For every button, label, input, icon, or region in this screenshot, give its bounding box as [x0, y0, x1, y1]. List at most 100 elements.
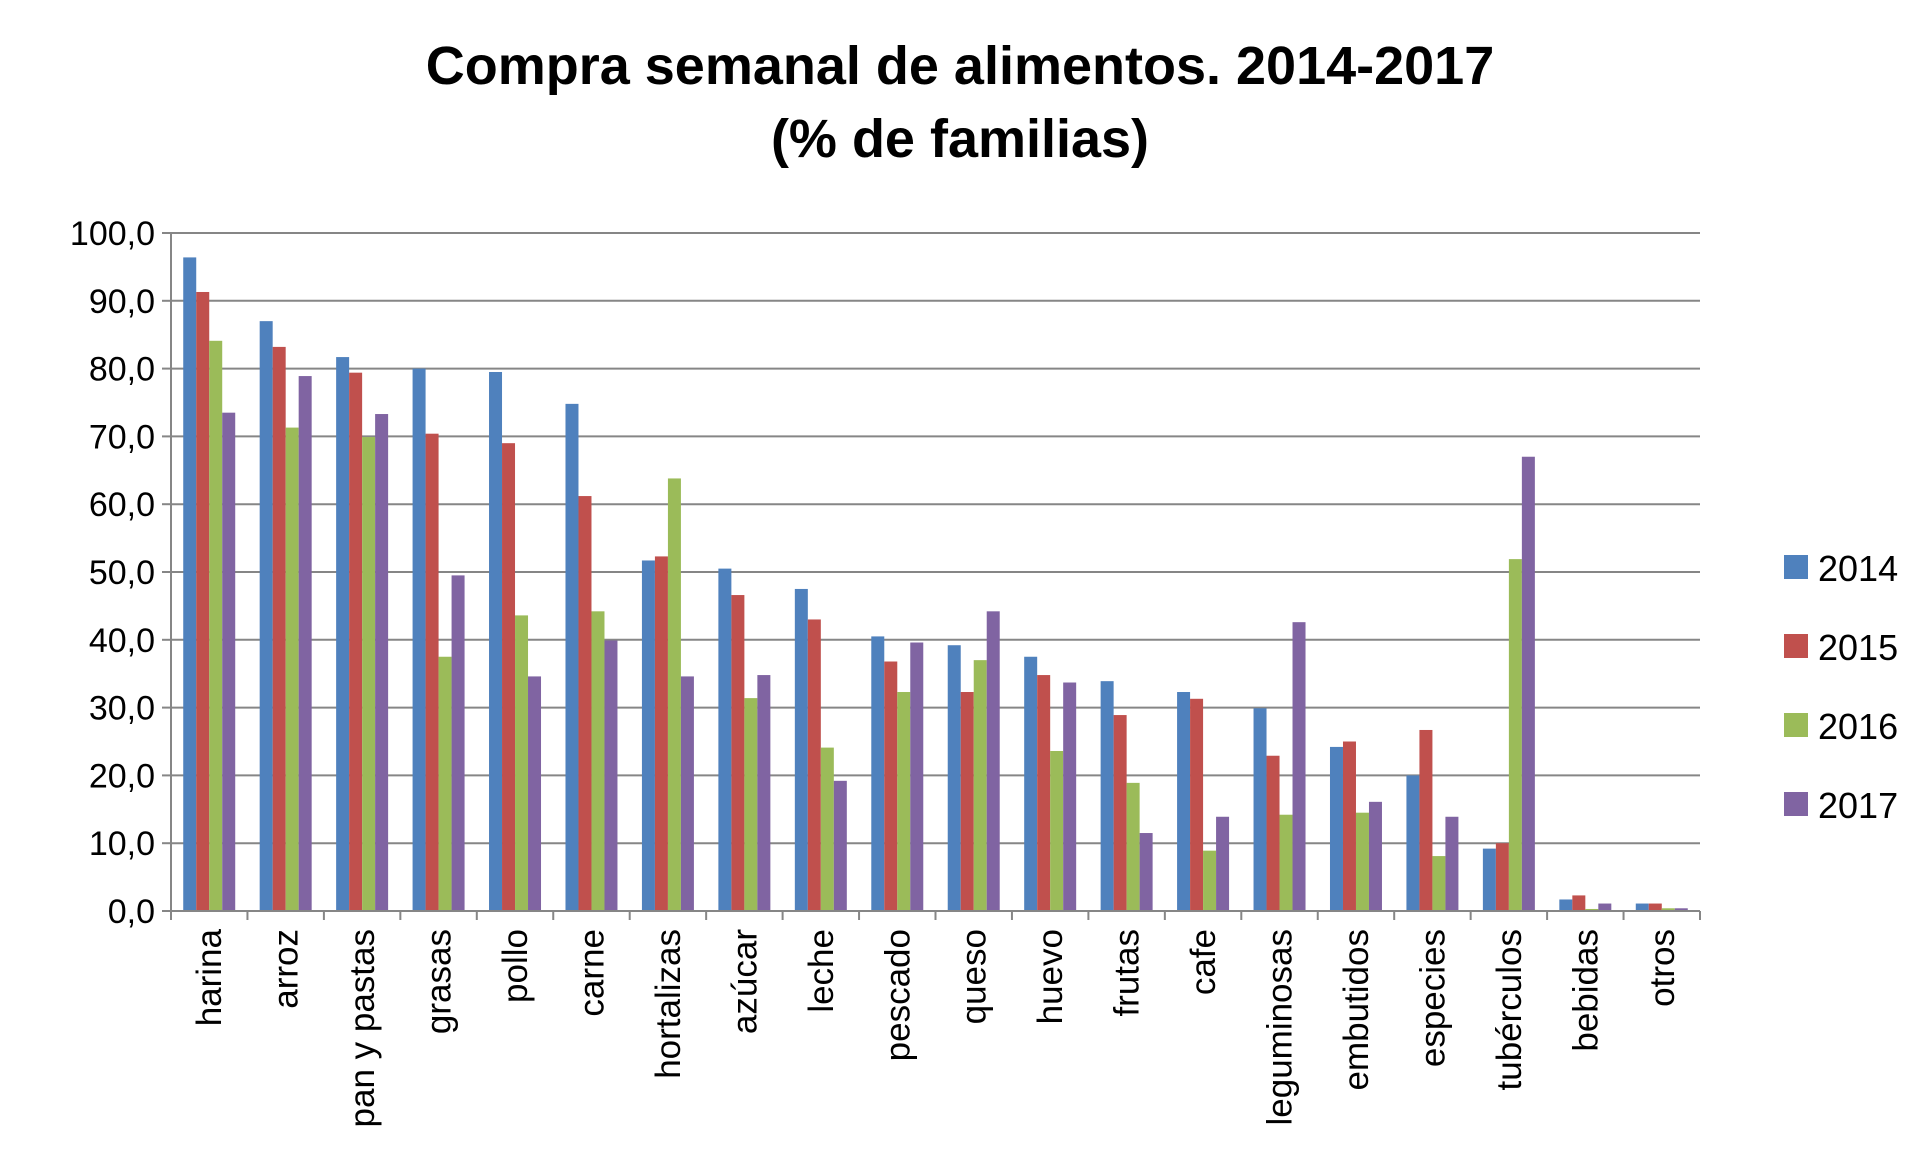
- x-category-label: harina: [190, 928, 229, 1026]
- bar-2015-especies: [1419, 729, 1433, 911]
- bar-2017-leguminosas: [1292, 622, 1306, 911]
- bar-2017-leche: [833, 780, 847, 911]
- bar-2016-huevo: [1050, 750, 1064, 911]
- axes: [162, 232, 1701, 920]
- x-category-label: queso: [955, 929, 994, 1024]
- bar-2015-bebidas: [1572, 895, 1586, 911]
- bar-2016-leguminosas: [1279, 814, 1293, 911]
- bar-2014-grasas: [412, 368, 426, 912]
- y-tick-label: 70,0: [89, 418, 155, 456]
- bar-2016-bebidas: [1585, 908, 1599, 911]
- y-tick-label: 100,0: [70, 215, 155, 253]
- bar-2014-leche: [794, 588, 808, 911]
- bar-2016-pan-y-pastas: [362, 437, 376, 911]
- y-tick-label: 50,0: [89, 554, 155, 592]
- x-category-label: bebidas: [1566, 929, 1605, 1052]
- legend-label-2015: 2015: [1818, 627, 1898, 668]
- bar-2017-pan-y-pastas: [375, 414, 389, 911]
- x-axis-category-labels: harina arroz pan y pastas grasas pollo carne h…: [190, 928, 1682, 1127]
- bar-2015-frutas: [1113, 715, 1127, 911]
- legend-swatch-2015: [1784, 634, 1808, 658]
- bar-2016-hortalizas: [667, 478, 681, 911]
- y-tick-label: 80,0: [89, 351, 155, 389]
- bar-2015-hortalizas: [654, 556, 668, 911]
- legend-swatch-2014: [1784, 555, 1808, 579]
- bars: [183, 257, 1688, 912]
- y-tick-label: 90,0: [89, 283, 155, 321]
- bar-2014-azúcar: [718, 568, 732, 911]
- bar-2017-hortalizas: [680, 676, 694, 911]
- bar-2016-embutidos: [1355, 812, 1369, 911]
- bar-2016-otros: [1661, 908, 1675, 911]
- gridlines: [171, 232, 1700, 845]
- bar-2015-pan-y-pastas: [349, 372, 363, 911]
- bar-2014-especies: [1406, 775, 1420, 911]
- legend-label-2017: 2017: [1818, 785, 1898, 826]
- y-tick-label: 60,0: [89, 486, 155, 524]
- bar-2017-embutidos: [1368, 801, 1382, 911]
- bar-2016-cafe: [1203, 850, 1217, 911]
- x-category-label: tubérculos: [1490, 929, 1529, 1090]
- bar-2014-cafe: [1177, 692, 1191, 911]
- x-category-label: hortalizas: [649, 929, 688, 1079]
- bar-2016-especies: [1432, 856, 1446, 911]
- bar-2014-embutidos: [1329, 746, 1343, 911]
- bar-2014-pescado: [871, 636, 885, 911]
- bar-2015-huevo: [1037, 675, 1051, 911]
- bar-2017-bebidas: [1598, 903, 1612, 911]
- x-category-label: leche: [802, 929, 841, 1013]
- bar-2017-arroz: [298, 376, 312, 911]
- x-category-label: carne: [572, 929, 611, 1017]
- x-category-label: pollo: [496, 929, 535, 1003]
- x-category-label: cafe: [1184, 929, 1223, 995]
- x-category-label: otros: [1643, 929, 1682, 1007]
- x-category-label: embutidos: [1337, 929, 1376, 1090]
- bar-2015-embutidos: [1342, 741, 1356, 911]
- x-category-label: grasas: [420, 929, 459, 1034]
- x-category-label: huevo: [1031, 929, 1070, 1024]
- bar-2016-frutas: [1126, 782, 1140, 911]
- bar-2016-leche: [820, 747, 834, 911]
- bar-2014-otros: [1635, 903, 1649, 911]
- bar-2016-pollo: [515, 615, 529, 911]
- y-tick-label: 0,0: [108, 893, 155, 931]
- bar-2014-harina: [183, 257, 197, 911]
- legend-swatch-2017: [1784, 792, 1808, 816]
- bar-2015-pollo: [502, 443, 516, 911]
- bar-2017-tubérculos: [1521, 456, 1535, 911]
- bar-2016-queso: [973, 660, 987, 911]
- bar-2014-hortalizas: [641, 560, 655, 911]
- bar-2014-tubérculos: [1482, 848, 1496, 911]
- legend: 2014 2015 2016 2017: [1784, 548, 1898, 826]
- bar-2017-queso: [986, 611, 1000, 911]
- y-axis-tick-labels: 0,0 10,0 20,0 30,0 40,0 50,0 60,0 70,0 80,0 90,0 1…: [70, 215, 155, 931]
- bar-2014-pollo: [489, 371, 503, 911]
- bar-2015-cafe: [1190, 698, 1204, 911]
- bar-2017-frutas: [1139, 833, 1153, 911]
- x-category-label: especies: [1413, 929, 1452, 1067]
- bar-2014-huevo: [1024, 656, 1038, 911]
- bar-2015-queso: [960, 692, 974, 911]
- bar-2016-azúcar: [744, 698, 758, 911]
- y-tick-label: 10,0: [89, 825, 155, 863]
- bar-2016-arroz: [285, 427, 299, 911]
- x-category-label: leguminosas: [1261, 929, 1300, 1126]
- x-category-label: azúcar: [725, 929, 764, 1034]
- bar-2014-leguminosas: [1253, 708, 1267, 911]
- bar-2015-arroz: [272, 346, 286, 911]
- x-category-label: frutas: [1108, 929, 1147, 1017]
- y-tick-label: 40,0: [89, 622, 155, 660]
- bar-2017-pescado: [910, 642, 924, 911]
- bar-2017-carne: [604, 640, 618, 911]
- legend-label-2016: 2016: [1818, 706, 1898, 747]
- x-category-label: pan y pastas: [343, 929, 382, 1127]
- bar-2017-azúcar: [757, 675, 771, 911]
- bar-2016-harina: [209, 340, 223, 911]
- bar-2014-queso: [947, 645, 961, 911]
- legend-swatch-2016: [1784, 713, 1808, 737]
- bar-2017-otros: [1674, 908, 1688, 911]
- bar-2015-leguminosas: [1266, 755, 1280, 911]
- bar-2015-pescado: [884, 661, 898, 911]
- chart-title-line-2: (% de familias): [771, 109, 1149, 169]
